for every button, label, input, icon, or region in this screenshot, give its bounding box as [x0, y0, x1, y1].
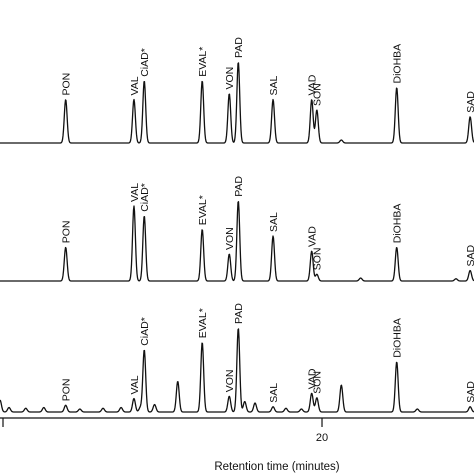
peak-label: SON [312, 248, 324, 271]
peak-label: DiOHBA [392, 204, 404, 244]
peak-label: CiAD* [139, 317, 151, 346]
trace-line-3 [0, 328, 474, 413]
trace-line-1 [0, 62, 474, 144]
peak-label: DiOHBA [392, 44, 404, 84]
peak-label: PON [61, 379, 73, 402]
peak-label: EVAL* [197, 308, 209, 338]
peak-label: DiOHBA [392, 318, 404, 358]
peak-label: PAD [233, 37, 245, 58]
peak-label: EVAL* [197, 195, 209, 225]
traces-group [0, 62, 474, 413]
peak-label: VAD [307, 368, 319, 389]
peak-label: VON [224, 67, 236, 90]
peak-label: SAD [465, 381, 474, 403]
peak-label: VAD [307, 226, 319, 247]
peak-label: SAD [465, 244, 474, 266]
peak-label: SAL [268, 383, 280, 403]
peak-label: PAD [233, 176, 245, 197]
peak-label: VON [224, 227, 236, 250]
peak-label: SON [312, 371, 324, 394]
peak-label: VAD [307, 74, 319, 95]
peak-label: CiAD* [139, 183, 151, 212]
peak-label: VAL [129, 76, 141, 95]
x-axis-label: Retention time (minutes) [214, 461, 339, 473]
peak-label: VON [224, 370, 236, 393]
peak-label: PON [61, 73, 73, 96]
peak-label: PAD [233, 303, 245, 324]
peak-label: VAL [129, 375, 141, 394]
peak-label: SAL [268, 212, 280, 232]
x-ticks-group: 20 [316, 418, 328, 444]
peak-label: CiAD* [139, 48, 151, 77]
peak-label: SON [312, 83, 324, 106]
peak-label: PON [61, 221, 73, 244]
peak-label: SAD [465, 91, 474, 113]
x-tick-label: 20 [316, 432, 328, 444]
x-axis: 20 Retention time (minutes) [0, 417, 474, 473]
peak-label: VAL [129, 183, 141, 202]
peak-label: SAL [268, 75, 280, 95]
trace-line-2 [0, 200, 474, 282]
peak-label: EVAL* [197, 47, 209, 77]
